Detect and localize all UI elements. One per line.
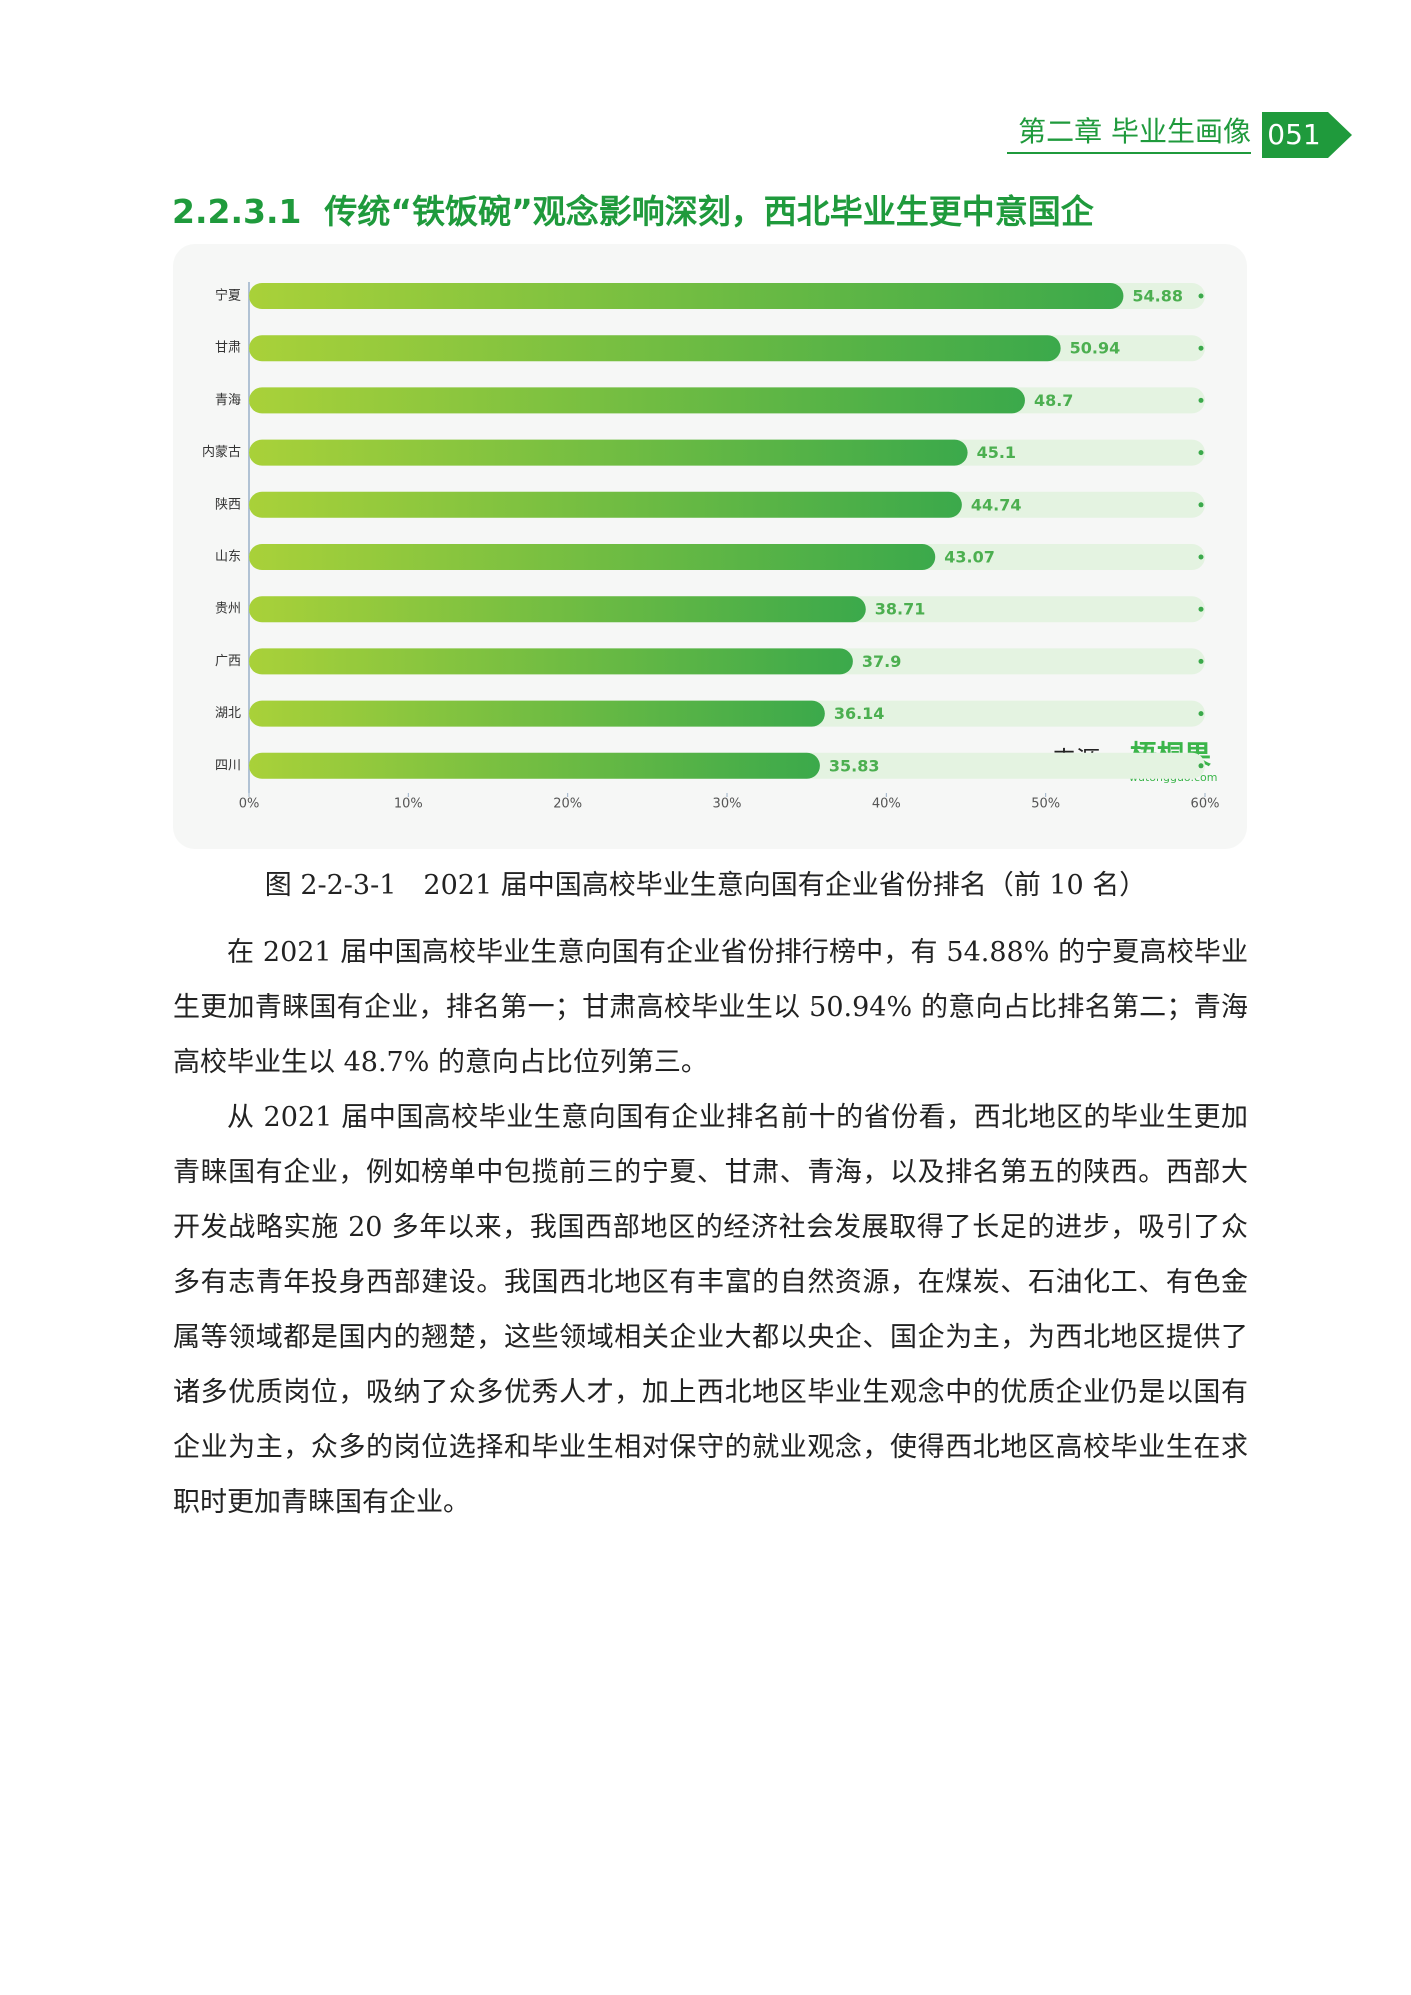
figure-caption: 图 2-2-3-1 2021 届中国高校毕业生意向国有企业省份排名（前 10 名… bbox=[264, 870, 1147, 901]
category-label: 山东 bbox=[215, 550, 241, 565]
category-label: 湖北 bbox=[215, 706, 241, 721]
value-label: 38.71 bbox=[875, 600, 926, 619]
track-dot bbox=[1198, 554, 1204, 560]
bar bbox=[249, 387, 1025, 414]
value-label: 43.07 bbox=[944, 548, 995, 567]
category-label: 陕西 bbox=[215, 497, 241, 512]
track-dot bbox=[1198, 658, 1204, 664]
track-dot bbox=[1198, 711, 1204, 717]
bar bbox=[249, 752, 820, 779]
value-label: 36.14 bbox=[834, 704, 885, 723]
category-label: 内蒙古 bbox=[202, 444, 241, 460]
track-dot bbox=[1198, 345, 1204, 351]
value-label: 48.7 bbox=[1034, 391, 1073, 410]
x-tick-label: 10% bbox=[394, 797, 423, 812]
bar bbox=[249, 491, 962, 518]
paragraph: 从 2021 届中国高校毕业生意向国有企业排名前十的省份看，西北地区的毕业生更加… bbox=[173, 1102, 1248, 1518]
category-label: 宁夏 bbox=[215, 288, 241, 304]
category-label: 甘肃 bbox=[215, 341, 241, 356]
x-tick-label: 40% bbox=[872, 797, 901, 812]
category-label: 广西 bbox=[215, 654, 241, 669]
x-tick-label: 20% bbox=[553, 797, 582, 812]
track-dot bbox=[1198, 502, 1204, 508]
bar bbox=[249, 335, 1061, 362]
badge-shape bbox=[1262, 112, 1352, 158]
value-label: 44.74 bbox=[971, 495, 1022, 514]
x-tick-label: 50% bbox=[1031, 797, 1060, 812]
page-badge: 051 bbox=[1262, 112, 1352, 158]
value-label: 54.88 bbox=[1132, 287, 1183, 306]
value-label: 35.83 bbox=[829, 756, 880, 775]
track-dot bbox=[1198, 397, 1204, 403]
x-tick-label: 60% bbox=[1191, 797, 1220, 812]
track-dot bbox=[1198, 450, 1204, 456]
bar bbox=[249, 544, 936, 570]
page-number: 051 bbox=[1267, 118, 1320, 151]
category-label: 四川 bbox=[215, 758, 241, 773]
track-dot bbox=[1198, 763, 1204, 769]
track-dot bbox=[1198, 293, 1204, 299]
bar bbox=[249, 648, 853, 675]
bar bbox=[249, 596, 866, 623]
chart: 来源: 梧桐果 wutongguo.com 0%10%20%30%40%50%6… bbox=[173, 244, 1247, 849]
chapter-header: 第二章 毕业生画像 bbox=[1007, 114, 1251, 154]
x-tick-label: 0% bbox=[239, 797, 260, 812]
track-dot bbox=[1198, 606, 1204, 612]
bar bbox=[249, 283, 1124, 309]
x-tick-label: 30% bbox=[713, 797, 742, 812]
bar bbox=[249, 439, 968, 466]
paragraph: 在 2021 届中国高校毕业生意向国有企业省份排行榜中，有 54.88% 的宁夏… bbox=[173, 937, 1248, 1078]
category-label: 青海 bbox=[215, 393, 241, 408]
value-label: 45.1 bbox=[977, 443, 1016, 462]
section-title: 2.2.3.1 传统“铁饭碗”观念影响深刻，西北毕业生更中意国企 bbox=[172, 192, 1094, 231]
category-label: 贵州 bbox=[215, 602, 241, 617]
value-label: 50.94 bbox=[1070, 339, 1121, 358]
value-label: 37.9 bbox=[862, 652, 901, 671]
bar bbox=[249, 700, 825, 727]
